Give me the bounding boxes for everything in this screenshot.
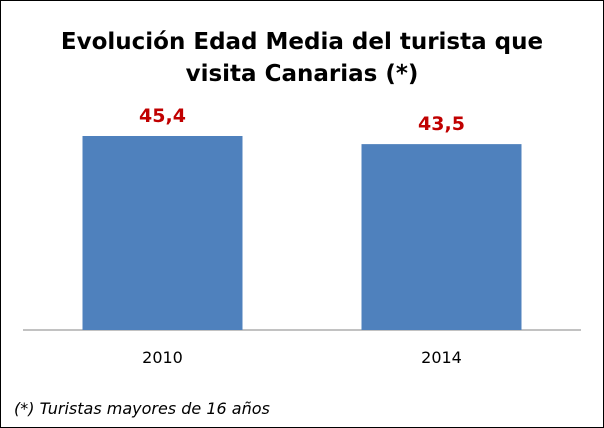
x-tick-label-2014: 2014 bbox=[421, 348, 462, 367]
data-label-2014: 43,5 bbox=[418, 113, 465, 135]
bar-2010 bbox=[82, 136, 243, 330]
footnote: (*) Turistas mayores de 16 años bbox=[14, 399, 270, 418]
data-label-2010: 45,4 bbox=[139, 105, 186, 127]
bar-2014 bbox=[361, 144, 522, 330]
plot-area: 45,4 2010 43,5 2014 bbox=[23, 105, 581, 367]
chart-title-line-1: Evolución Edad Media del turista que bbox=[61, 29, 543, 55]
chart-title-line-2: visita Canarias (*) bbox=[186, 61, 419, 87]
x-tick-label-2010: 2010 bbox=[142, 348, 183, 367]
